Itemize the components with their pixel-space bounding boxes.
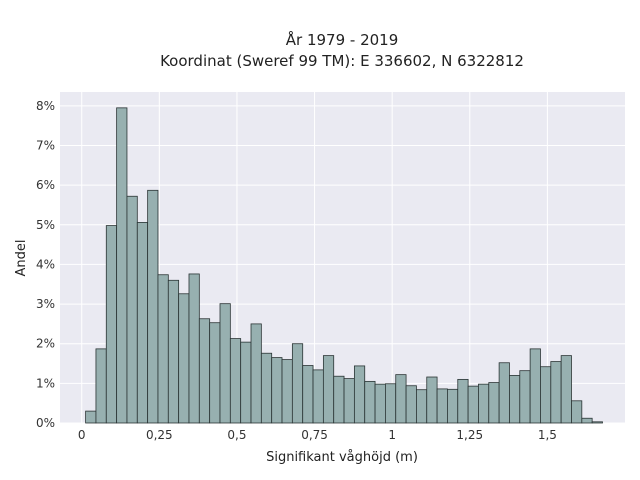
histogram-bar [353,365,366,424]
y-tick-label: 5% [36,218,55,232]
histogram-bar [343,378,355,424]
histogram-bar [426,376,438,424]
x-tick-label: 1,25 [456,428,483,442]
histogram-bar [395,374,407,424]
y-tick-label: 7% [36,139,55,153]
histogram-bar [581,417,593,424]
histogram-bar [281,359,293,424]
y-tick-label: 4% [36,257,55,271]
histogram-bar [498,362,510,424]
histogram-bar [385,383,397,424]
y-tick-label: 8% [36,99,55,113]
x-tick-label: 0,75 [301,428,328,442]
histogram-bar [105,225,118,424]
x-axis-label: Signifikant våghöjd (m) [266,450,418,465]
histogram-bar [540,366,552,424]
histogram-bar [509,375,521,424]
histogram-bar [167,279,180,424]
histogram-bar [178,293,190,424]
histogram-bar [571,400,583,424]
histogram-bar [322,355,335,424]
histogram-bar [157,274,169,424]
histogram-bar [447,388,459,424]
histogram-bar [560,355,572,424]
histogram-bar [312,369,324,424]
histogram-bar [198,318,211,424]
y-axis-label: Andel [14,240,29,277]
y-tick-label: 6% [36,178,55,192]
y-tick-label: 1% [36,376,55,390]
y-axis-ticks: 0% 1% 2% 3% 4% 5% 6% 7% 8% [36,99,55,430]
chart-subtitle: Koordinat (Sweref 99 TM): E 336602, N 63… [160,52,524,70]
y-tick-label: 2% [36,337,55,351]
histogram-bar [229,338,242,424]
y-tick-label: 3% [36,297,55,311]
histogram-bar [519,370,531,424]
histogram-bar [374,383,386,424]
x-axis-ticks: 0 0,25 0,5 0,75 1 1,25 1,5 [78,428,557,442]
histogram-bar [219,303,231,424]
histogram-bar [436,388,448,424]
histogram-bar [95,348,107,424]
histogram-bar [291,343,304,424]
histogram-bar [478,383,490,424]
histogram-bar [302,365,314,424]
histogram-bar [85,410,97,424]
histogram-bar [116,107,128,424]
chart-title: År 1979 - 2019 [286,30,399,49]
histogram-bar [405,385,417,424]
y-tick-label: 0% [36,416,55,430]
x-tick-label: 0,5 [227,428,246,442]
histogram-bar [529,348,541,424]
histogram-bar [488,382,500,424]
x-tick-label: 0 [78,428,86,442]
x-tick-label: 0,25 [146,428,173,442]
histogram-bar [467,385,479,424]
histogram-bar [550,361,562,424]
histogram-bar [250,323,262,424]
histogram-bar [271,357,283,424]
histogram-bar [136,222,149,424]
histogram-bar [333,375,345,424]
x-tick-label: 1 [388,428,396,442]
histogram-bar [457,378,469,424]
histogram-bar [260,352,273,424]
histogram-bar [364,380,376,424]
histogram-bar [126,195,138,424]
x-tick-label: 1,5 [538,428,557,442]
histogram-bar [240,341,252,424]
histogram-bar [416,389,428,424]
histogram-bars [85,107,603,424]
histogram-bar [591,421,603,424]
histogram-bar [188,273,200,424]
histogram-bar [147,189,159,424]
histogram-bar [209,322,221,424]
